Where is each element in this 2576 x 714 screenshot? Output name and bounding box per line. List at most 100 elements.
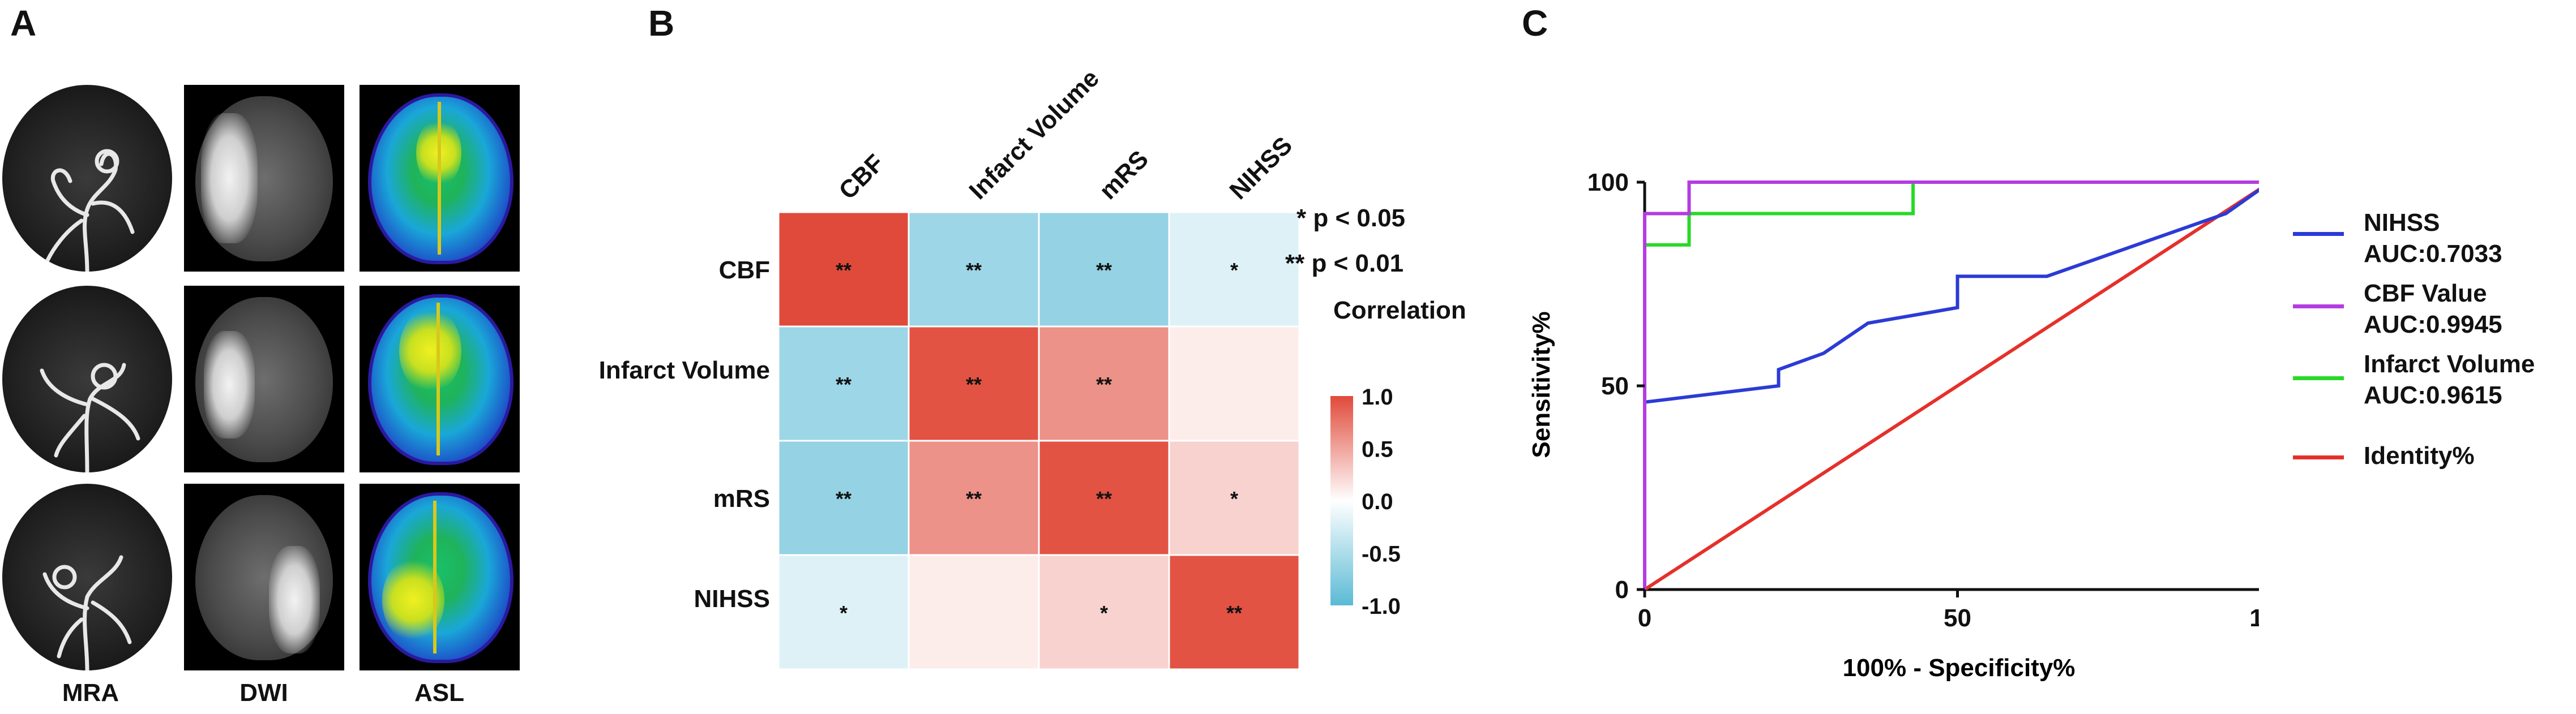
heatmap-cell	[908, 211, 1040, 328]
heatmap-y-label: NIHSS	[694, 585, 770, 613]
legend-p001: ** p < 0.01	[1285, 250, 1404, 277]
legend-correlation: Correlation	[1333, 296, 1466, 324]
legend-label-infarct: Infarct Volume	[2364, 350, 2535, 378]
heatmap-annotation: **	[836, 487, 851, 510]
dwi-image-1	[184, 85, 344, 272]
heatmap-x-label: mRS	[1094, 145, 1154, 205]
heatmap-annotation: **	[966, 259, 982, 282]
heatmap-y-label: mRS	[713, 485, 770, 513]
mra-image-2	[2, 286, 172, 472]
legend-label-nihss: NIHSS	[2364, 209, 2440, 236]
colorbar-tick-label: 1.0	[1362, 385, 1393, 410]
legend-p005: * p < 0.05	[1296, 204, 1406, 232]
legend-swatch-infarct	[2293, 376, 2344, 380]
legend-auc-infarct: AUC:0.9615	[2364, 381, 2502, 409]
legend-auc-nihss: AUC:0.7033	[2364, 240, 2502, 268]
roc-y-tick-label: 50	[1601, 372, 1629, 400]
heatmap-cell	[908, 325, 1040, 442]
roc-chart: 0 50 100 0 50 100 100% - Specificity% Sensiti…	[1527, 169, 2259, 682]
correlation-heatmap: ** ** ** *** ** **** ** ** ** * ** CBF Infarct Volu…	[599, 64, 1401, 670]
dwi-lesion-3	[269, 546, 320, 653]
heatmap-cell	[777, 325, 910, 442]
roc-x-axis-label: 100% - Specificity%	[1843, 654, 2076, 682]
heatmap-cell	[908, 554, 1040, 670]
legend-label-cbf: CBF Value	[2364, 279, 2487, 307]
legend-swatch-nihss	[2293, 232, 2344, 236]
asl-image-1	[360, 85, 520, 272]
dwi-lesion-1	[201, 113, 258, 243]
heatmap-x-label: NIHSS	[1224, 131, 1298, 205]
heatmap-cell	[1168, 211, 1300, 328]
heatmap-colorbar: 1.0 0.5 0.0 -0.5 -1.0	[1330, 385, 1401, 619]
heatmap-y-labels: CBF Infarct Volume mRS NIHSS	[599, 256, 770, 613]
asl-image-2	[360, 286, 520, 472]
roc-legend: NIHSS AUC:0.7033 CBF Value AUC:0.9945 In…	[2293, 204, 2576, 498]
heatmap-annotation: **	[836, 373, 851, 396]
roc-x-tick-label: 50	[1944, 604, 1971, 632]
mra-vessels-1	[45, 149, 135, 272]
dwi-image-2	[184, 286, 344, 472]
heatmap-annotation: **	[1096, 487, 1112, 510]
heatmap-annotation: *	[840, 601, 848, 625]
heatmap-annotation: *	[1230, 487, 1238, 510]
legend-auc-cbf: AUC:0.9945	[2364, 311, 2502, 338]
heatmap-cell	[777, 554, 910, 670]
roc-line-nihss	[1643, 188, 2259, 590]
asl-hotspot-2	[399, 308, 461, 393]
asl-midline-3	[433, 501, 437, 653]
heatmap-annotation: **	[836, 259, 851, 282]
colorbar-tick-label: -0.5	[1362, 542, 1401, 567]
heatmap-annotation: **	[1226, 601, 1242, 625]
legend-label-identity: Identity%	[2364, 442, 2475, 470]
roc-x-tick-label: 100	[2249, 604, 2259, 632]
colorbar-tick-label: -1.0	[1362, 594, 1401, 619]
roc-line-cbf	[1643, 180, 2259, 590]
panel-c-letter: C	[1522, 3, 1548, 44]
asl-image-3	[360, 484, 520, 670]
heatmap-x-label: CBF	[833, 149, 889, 205]
asl-midline-2	[437, 303, 440, 455]
roc-ticks: 0 50 100 0 50 100	[1587, 169, 2259, 632]
column-label-dwi: DWI	[239, 679, 288, 707]
heatmap-annotation: **	[966, 373, 982, 396]
heatmap-annotation: **	[1096, 259, 1112, 282]
heatmap-cells	[777, 211, 1300, 670]
colorbar-tick-label: 0.0	[1362, 489, 1393, 514]
heatmap-annotation: **	[1096, 373, 1112, 396]
heatmap-cell	[1168, 440, 1300, 556]
dwi-lesion-2	[204, 331, 255, 438]
roc-y-axis-label: Sensitivity%	[1527, 311, 1555, 458]
heatmap-cell	[1168, 325, 1300, 442]
colorbar-tick-label: 0.5	[1362, 437, 1393, 462]
legend-swatch-cbf	[2293, 304, 2344, 308]
dwi-image-3	[184, 484, 344, 670]
heatmap-annotation: **	[966, 487, 982, 510]
heatmap-annotations: ** ** ** *** ** **** ** ** ** * **	[836, 259, 1242, 625]
heatmap-y-label: Infarct Volume	[599, 356, 770, 384]
roc-x-tick-label: 0	[1638, 604, 1651, 632]
roc-y-tick-label: 0	[1615, 576, 1629, 604]
column-label-mra: MRA	[62, 679, 119, 707]
heatmap-annotation: *	[1100, 601, 1108, 625]
heatmap-cell	[1168, 554, 1300, 670]
mra-vessels-2	[40, 363, 140, 472]
roc-y-tick-label: 100	[1587, 169, 1629, 196]
heatmap-y-label: CBF	[719, 256, 770, 284]
heatmap-annotation: *	[1230, 259, 1238, 282]
panel-a-letter: A	[10, 3, 37, 44]
heatmap-cell	[1038, 554, 1170, 670]
panel-b-letter: B	[648, 3, 675, 44]
heatmap-cell	[1038, 325, 1170, 442]
panel-a: A	[0, 0, 600, 714]
asl-midline-1	[438, 102, 441, 255]
mra-image-3	[2, 484, 172, 670]
colorbar-gradient	[1330, 396, 1353, 605]
mra-vessels-3	[42, 555, 132, 670]
heatmap-x-label: Infarct Volume	[964, 64, 1104, 205]
mra-image-1	[2, 85, 172, 272]
roc-lines	[1643, 180, 2259, 591]
roc-line-identity	[1644, 187, 2259, 591]
legend-swatch-identity	[2293, 455, 2344, 459]
column-label-asl: ASL	[414, 679, 464, 707]
